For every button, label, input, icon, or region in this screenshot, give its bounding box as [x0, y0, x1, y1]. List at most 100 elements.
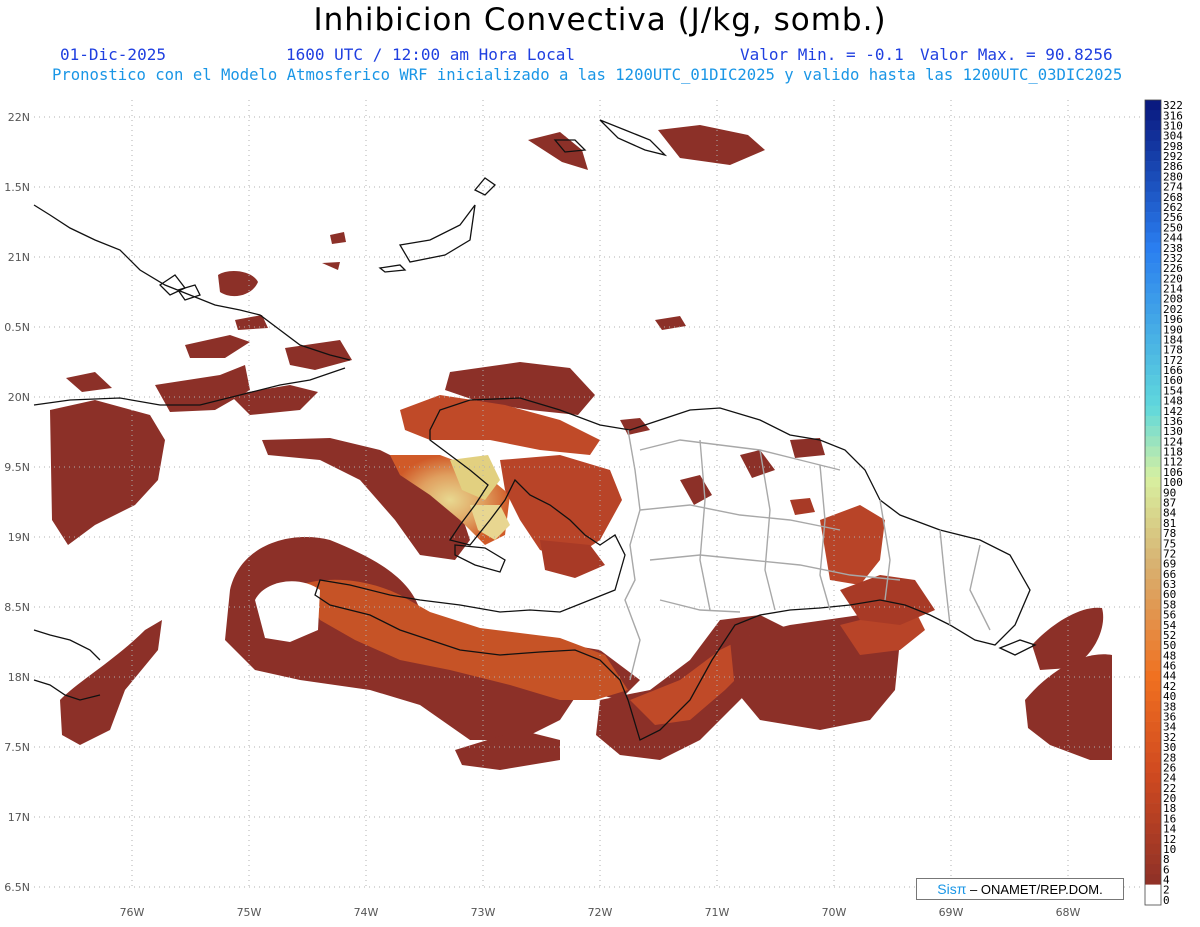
colorbar-label: 75: [1163, 537, 1176, 550]
colorbar-swatch: [1145, 395, 1161, 406]
colorbar-label: 136: [1163, 415, 1183, 428]
colorbar-swatch: [1145, 772, 1161, 784]
colorbar-label: 54: [1163, 619, 1177, 632]
max-value-label: Valor Max. = 90.8256: [920, 45, 1113, 64]
colorbar-label: 154: [1163, 384, 1183, 397]
colorbar-label: 16: [1163, 812, 1176, 825]
lon-label: 71W: [705, 906, 730, 919]
colorbar-label: 292: [1163, 150, 1183, 163]
colorbar-swatch: [1145, 110, 1161, 121]
colorbar-label: 100: [1163, 476, 1183, 489]
colorbar-swatch: [1145, 670, 1161, 682]
lon-label: 76W: [120, 906, 145, 919]
colorbar-swatch: [1145, 293, 1161, 305]
colorbar-label: 280: [1163, 170, 1183, 183]
colorbar-label: 30: [1163, 741, 1176, 754]
colorbar-label: 202: [1163, 303, 1183, 316]
colorbar-swatch: [1145, 578, 1161, 590]
colorbar-border: [1144, 99, 1162, 906]
map-title: Inhibicion Convectiva (J/kg, somb.): [313, 2, 887, 38]
colorbar-swatch: [1145, 477, 1161, 488]
colorbar-label: 184: [1163, 333, 1183, 346]
colorbar-label: 2: [1163, 884, 1170, 897]
colorbar-swatch: [1145, 792, 1161, 804]
lat-label: 7.5N: [4, 741, 30, 754]
time-label: 1600 UTC / 12:00 am Hora Local: [286, 45, 575, 64]
colorbar-label: 178: [1163, 344, 1183, 357]
colorbar-swatch: [1145, 619, 1161, 631]
colorbar-swatch: [1145, 884, 1161, 896]
colorbar-label: 172: [1163, 354, 1183, 367]
colorbar-swatch: [1145, 527, 1161, 539]
colorbar-label: 28: [1163, 751, 1176, 764]
colorbar-swatch: [1145, 242, 1161, 254]
colorbar-swatch: [1145, 609, 1161, 620]
lat-label: 1.5N: [4, 181, 30, 194]
lon-label: 70W: [822, 906, 847, 919]
colorbar-swatch: [1145, 833, 1161, 845]
colorbar-label: 40: [1163, 690, 1176, 703]
lon-label: 73W: [471, 906, 496, 919]
colorbar-swatch: [1145, 650, 1161, 661]
colorbar-swatch: [1145, 375, 1161, 386]
colorbar-label: 112: [1163, 456, 1183, 469]
lat-label: 18N: [8, 671, 30, 684]
colorbar-label: 220: [1163, 272, 1183, 285]
colorbar-swatch: [1145, 487, 1161, 498]
colorbar-swatch: [1145, 364, 1161, 376]
lon-label: 75W: [237, 906, 262, 919]
colorbar-swatch: [1145, 212, 1161, 223]
colorbar-swatch: [1145, 303, 1161, 315]
colorbar-label: 60: [1163, 588, 1176, 601]
colorbar-label: 256: [1163, 211, 1183, 224]
colorbar-label: 78: [1163, 527, 1176, 540]
colorbar-swatch: [1145, 456, 1161, 468]
colorbar-label: 322: [1163, 99, 1183, 112]
colorbar-label: 69: [1163, 558, 1176, 571]
colorbar-label: 4: [1163, 874, 1170, 887]
colorbar-swatch: [1145, 426, 1161, 437]
colorbar-swatch: [1145, 823, 1161, 834]
colorbar-label: 160: [1163, 374, 1183, 387]
colorbar-label: 46: [1163, 660, 1176, 673]
province-borders: [624, 429, 991, 681]
colorbar-swatch: [1145, 894, 1161, 906]
colorbar-label: 52: [1163, 629, 1176, 642]
colorbar-swatch: [1145, 568, 1161, 580]
colorbar-label: 286: [1163, 160, 1183, 173]
colorbar-label: 166: [1163, 364, 1183, 377]
colorbar-label: 124: [1163, 435, 1183, 448]
colorbar-swatch: [1145, 334, 1161, 345]
colorbar-swatch: [1145, 222, 1161, 233]
colorbar-swatch: [1145, 731, 1161, 743]
lon-label: 69W: [939, 906, 964, 919]
colorbar-swatch: [1145, 446, 1161, 457]
lat-label: 22N: [8, 111, 30, 124]
colorbar-label: 298: [1163, 140, 1183, 153]
colorbar-label: 14: [1163, 823, 1177, 836]
colorbar-swatch: [1145, 803, 1161, 814]
colorbar-label: 316: [1163, 109, 1183, 122]
lat-label: 19N: [8, 531, 30, 544]
colorbar-label: 238: [1163, 242, 1183, 255]
colorbar-label: 196: [1163, 313, 1183, 326]
colorbar-swatch: [1145, 191, 1161, 203]
min-value-label: Valor Min. = -0.1: [740, 45, 904, 64]
colorbar-label: 24: [1163, 772, 1177, 785]
colorbar-swatch: [1145, 660, 1161, 671]
colorbar-label: 310: [1163, 119, 1183, 132]
colorbar-label: 56: [1163, 609, 1176, 622]
lon-label: 72W: [588, 906, 613, 919]
colorbar-swatch: [1145, 130, 1161, 142]
colorbar-label: 250: [1163, 221, 1183, 234]
colorbar-swatch: [1145, 100, 1161, 111]
colorbar-label: 142: [1163, 405, 1183, 418]
colorbar-label: 214: [1163, 283, 1183, 296]
colorbar-swatch: [1145, 640, 1161, 651]
colorbar-swatch: [1145, 354, 1161, 366]
colorbar: 3223163103042982922862802742682622562502…: [1144, 99, 1183, 907]
colorbar-label: 232: [1163, 252, 1183, 265]
colorbar-label: 0: [1163, 894, 1170, 907]
colorbar-label: 66: [1163, 568, 1176, 581]
colorbar-swatch: [1145, 466, 1161, 478]
